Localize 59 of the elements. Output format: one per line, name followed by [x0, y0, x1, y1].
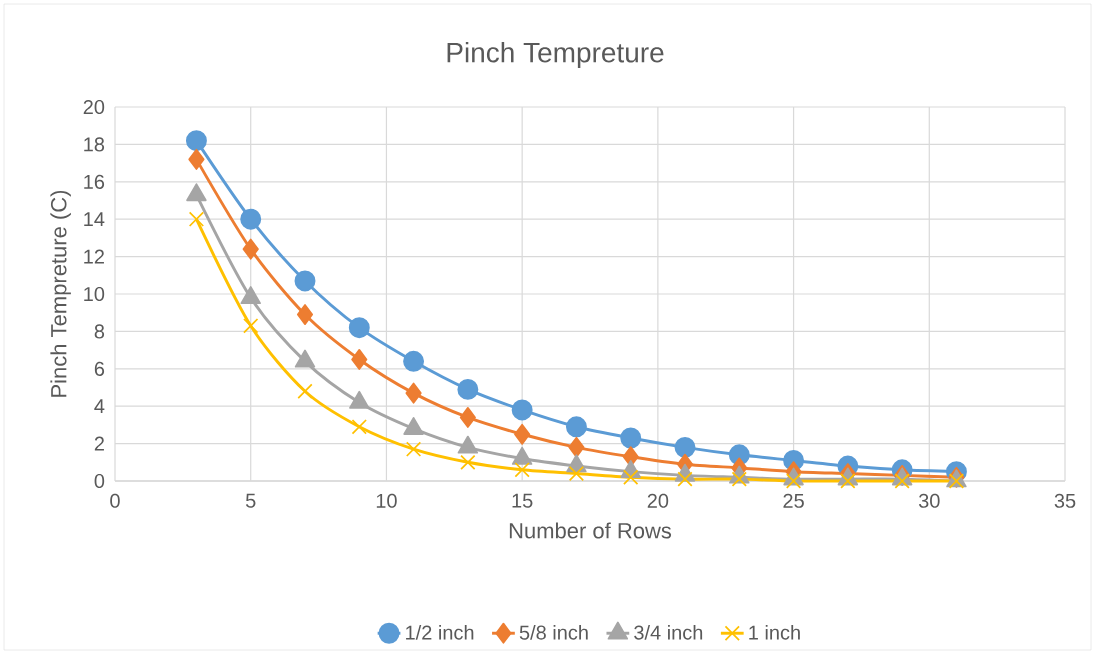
- chart-title: Pinch Tempreture: [447, 41, 664, 69]
- point: [894, 473, 910, 489]
- y-tick-label: 16: [84, 174, 105, 189]
- point: [188, 211, 205, 227]
- point: [674, 436, 696, 458]
- point: [623, 469, 639, 485]
- y-tick-label: 2: [94, 436, 104, 451]
- point: [568, 436, 585, 458]
- legend-label: 1/2 inch: [406, 624, 474, 640]
- y-tick-label: 6: [94, 361, 105, 376]
- point: [840, 473, 856, 489]
- y-tick-label: 14: [84, 212, 105, 227]
- point: [242, 238, 259, 260]
- point: [351, 419, 367, 435]
- point: [297, 383, 313, 399]
- point: [460, 454, 476, 470]
- x-tick-label: 30: [918, 493, 940, 508]
- point: [243, 318, 259, 334]
- x-axis-title: Number of Rows: [509, 522, 672, 539]
- x-tick-label: 20: [647, 493, 669, 508]
- point: [348, 317, 370, 339]
- point: [457, 378, 479, 400]
- point: [459, 406, 476, 428]
- y-tick-label: 12: [84, 249, 104, 264]
- y-axis-title: Pinch Tempreture (C): [50, 190, 71, 397]
- x-tick-label: 15: [512, 493, 533, 508]
- y-tick-label: 8: [94, 324, 105, 339]
- point: [731, 471, 747, 487]
- point: [351, 348, 368, 370]
- legend-label: 1 inch: [749, 624, 800, 640]
- point: [511, 399, 533, 421]
- point: [948, 473, 965, 489]
- y-tick-label: 20: [83, 99, 105, 115]
- point: [565, 416, 587, 438]
- y-tick-label: 4: [94, 399, 105, 414]
- point: [405, 382, 422, 404]
- point: [514, 462, 530, 478]
- point: [185, 130, 207, 152]
- point: [785, 473, 802, 489]
- y-tick-label: 18: [84, 137, 105, 152]
- point: [677, 471, 693, 487]
- x-tick-label: 25: [783, 493, 804, 508]
- point: [620, 427, 642, 449]
- point: [296, 304, 314, 326]
- y-tick-label: 0: [94, 473, 105, 489]
- x-tick-label: 0: [110, 493, 120, 508]
- point: [514, 423, 531, 445]
- point: [403, 350, 425, 372]
- legend-label: 5/8 inch: [519, 624, 588, 640]
- x-tick-label: 5: [245, 493, 256, 508]
- point: [405, 441, 422, 457]
- point: [568, 465, 585, 482]
- point: [240, 208, 262, 230]
- point: [188, 148, 205, 170]
- point: [294, 270, 316, 292]
- x-tick-label: 10: [376, 493, 397, 508]
- legend-label: 3/4 inch: [634, 624, 703, 640]
- x-tick-label: 35: [1054, 493, 1076, 508]
- y-tick-label: 10: [84, 286, 105, 302]
